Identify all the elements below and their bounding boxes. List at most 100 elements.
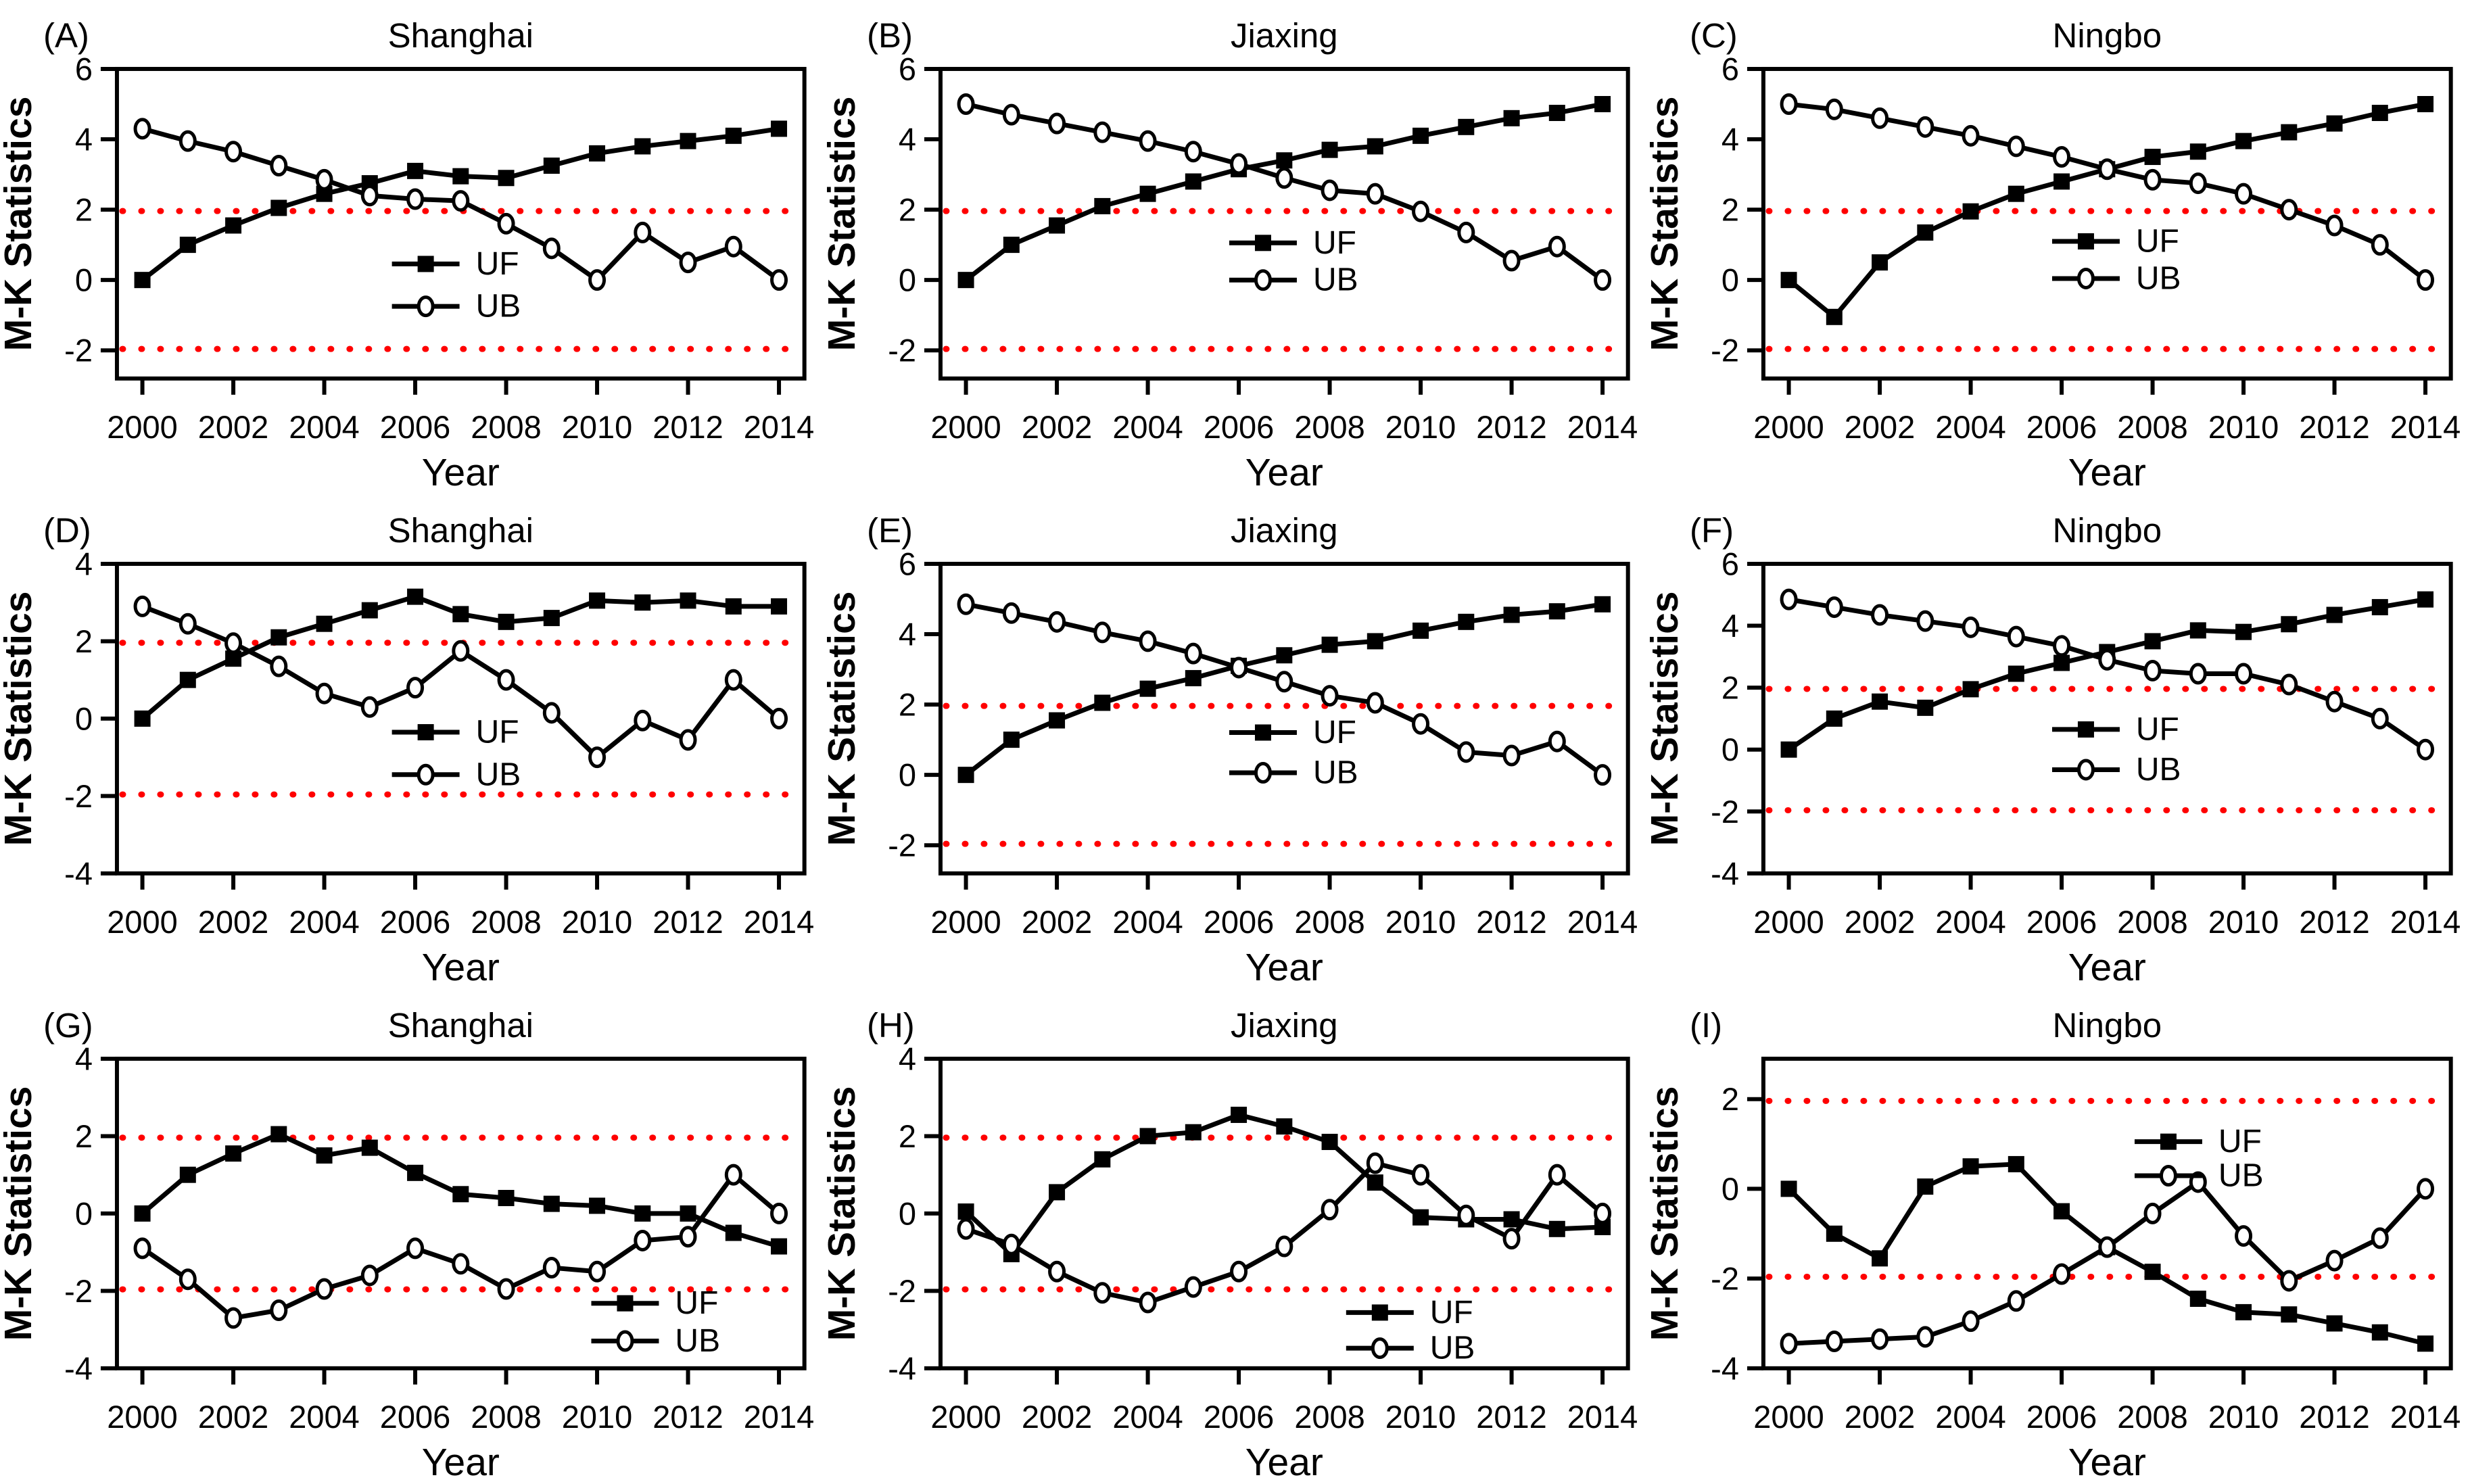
plot-frame: [114, 66, 807, 381]
legend-ub-marker: [2077, 267, 2095, 289]
ub-marker: [1229, 656, 1248, 679]
uf-marker: [316, 1147, 333, 1164]
x-tick-label: 2012: [2300, 1398, 2370, 1434]
x-tick-label: 2002: [1021, 1398, 1092, 1434]
ub-marker: [1780, 93, 1798, 115]
x-tick-label: 2008: [471, 904, 541, 940]
ub-marker: [1366, 183, 1384, 205]
ub-marker: [224, 141, 243, 163]
ub-marker: [179, 613, 197, 635]
uf-marker: [2053, 1203, 2070, 1220]
uf-marker: [2144, 1263, 2161, 1280]
uf-marker: [225, 217, 242, 234]
chart-panel-a-shanghai: -2 0 2 4 6 2000 2002 2004 2006 2008 2010 2012 2014 Sh…: [0, 0, 824, 495]
panel-letter: (G): [43, 1006, 93, 1045]
legend-ub-marker: [1254, 269, 1272, 291]
x-tick-label: 2014: [744, 904, 814, 940]
panel-letter: (C): [1690, 16, 1738, 55]
ub-marker: [452, 1252, 470, 1274]
x-tick-label: 2004: [1936, 1398, 2006, 1434]
chart-svg-jiaxing: -2 0 2 4 6 2000 2002 2004 2006 2008 2010 2012 2014 Ji…: [824, 16, 1638, 494]
x-tick-label: 2012: [2300, 409, 2370, 445]
y-tick-label: 2: [1721, 192, 1739, 228]
ub-marker: [133, 118, 151, 140]
legend-label-uf: UF: [2136, 224, 2179, 260]
uf-marker: [2372, 1324, 2389, 1341]
y-axis-label: M-K Statistics: [824, 1086, 863, 1341]
uf-marker: [1048, 217, 1065, 234]
ub-marker: [406, 188, 425, 210]
x-tick-label: 2012: [652, 409, 723, 445]
ub-marker: [1184, 642, 1202, 665]
panel-title: Shanghai: [388, 511, 533, 550]
ub-marker: [2053, 635, 2071, 657]
uf-marker: [680, 133, 696, 149]
ub-marker: [1229, 1260, 1248, 1283]
x-tick-label: 2006: [1203, 904, 1274, 940]
legend-label-uf: UF: [1313, 715, 1356, 750]
legend-ub-marker: [1254, 761, 1272, 784]
ub-marker: [2053, 1263, 2071, 1285]
x-tick-label: 2000: [107, 409, 177, 445]
uf-marker: [543, 609, 560, 626]
ub-marker: [1456, 1204, 1475, 1226]
chart-panel-b-jiaxing: -2 0 2 4 6 2000 2002 2004 2006 2008 2010 2012 2014 Ji…: [824, 0, 1647, 495]
ub-marker: [497, 212, 515, 235]
ub-marker: [1321, 1198, 1339, 1220]
ub-marker: [1593, 1202, 1611, 1224]
uf-marker: [1003, 731, 1020, 748]
legend-label-ub: UB: [1313, 262, 1358, 298]
uf-marker: [589, 592, 606, 609]
chart-svg-jiaxing: -2 0 2 4 6 2000 2002 2004 2006 2008 2010 2012 2014 Ji…: [824, 511, 1638, 989]
ub-marker: [634, 221, 652, 243]
y-tick-label: 2: [1721, 1081, 1739, 1117]
uf-marker: [452, 1185, 469, 1202]
ub-marker: [1366, 1152, 1384, 1174]
ub-marker: [679, 729, 697, 751]
legend-ub-marker: [417, 295, 435, 318]
ub-marker: [1962, 616, 1980, 638]
uf-marker: [1826, 308, 1843, 325]
uf-marker: [2235, 623, 2252, 640]
ub-marker: [2143, 168, 2162, 191]
x-tick-label: 2012: [652, 904, 723, 940]
x-tick-label: 2008: [2118, 904, 2188, 940]
legend-label-uf: UF: [675, 1285, 718, 1321]
ub-marker: [1321, 684, 1339, 707]
y-tick-label: 2: [75, 1118, 93, 1154]
uf-marker: [771, 1238, 788, 1255]
x-tick-label: 2014: [2390, 409, 2461, 445]
y-axis-label: M-K Statistics: [0, 591, 40, 846]
panel-letter: (I): [1690, 1006, 1722, 1045]
legend-label-uf: UF: [2218, 1124, 2262, 1159]
y-tick-label: 4: [1721, 608, 1739, 644]
chart-svg-shanghai: -4 -2 0 2 4 2000 2002 2004 2006 2008 2010 2012 2014 S…: [0, 511, 814, 989]
uf-marker: [1003, 237, 1020, 254]
ub-marker: [588, 746, 607, 768]
ub-marker: [1593, 269, 1611, 291]
ub-marker: [2371, 707, 2390, 729]
ub-marker: [1047, 1260, 1066, 1283]
panel-letter: (F): [1690, 511, 1734, 550]
uf-marker: [1093, 1151, 1110, 1168]
ub-marker: [957, 93, 975, 115]
uf-marker: [1780, 741, 1797, 758]
x-tick-label: 2006: [2026, 1398, 2097, 1434]
uf-marker: [1139, 680, 1156, 697]
x-axis-label: Year: [422, 1440, 500, 1483]
legend-label-ub: UB: [476, 289, 521, 325]
panel-letter: (A): [43, 16, 89, 55]
x-tick-label: 2006: [1203, 409, 1274, 445]
ub-marker: [270, 155, 288, 177]
chart-svg-jiaxing: -4 -2 0 2 4 2000 2002 2004 2006 2008 2010 2012 2014 J…: [824, 1006, 1638, 1484]
ub-marker: [1411, 713, 1429, 735]
uf-marker: [1780, 272, 1797, 289]
x-tick-label: 2006: [380, 1398, 450, 1434]
uf-marker: [1139, 1128, 1156, 1145]
ub-marker: [770, 269, 788, 291]
uf-marker: [2053, 654, 2070, 671]
uf-marker: [1548, 1220, 1565, 1237]
x-tick-label: 2012: [1476, 1398, 1547, 1434]
uf-marker: [1321, 636, 1338, 653]
uf-marker: [1412, 127, 1429, 144]
